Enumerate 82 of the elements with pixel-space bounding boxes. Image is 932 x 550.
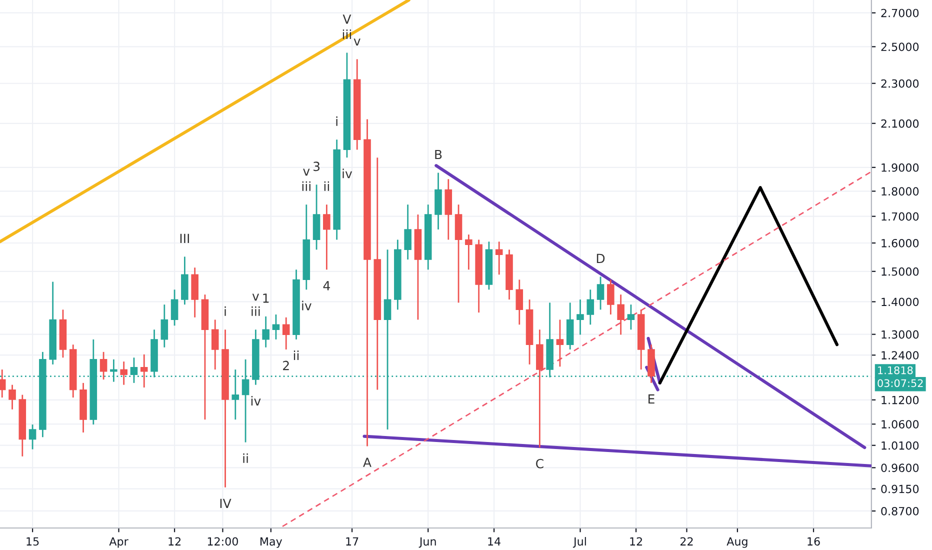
annotation: v [354, 38, 360, 46]
y-tick-label: 2.5000 [881, 42, 919, 52]
y-tick-label: 1.0100 [882, 441, 919, 450]
annotation: III [180, 234, 189, 243]
candlestick [211, 318, 219, 370]
annotation: ii [324, 181, 329, 191]
annotation: ii [294, 350, 299, 360]
annotation: v [252, 294, 260, 301]
candlestick [516, 278, 524, 326]
annotation: i [336, 116, 338, 126]
x-tick-label: 16 [808, 537, 820, 546]
y-tick-label: 1.2400 [882, 351, 919, 360]
y-tick-label: 2.3000 [881, 79, 919, 88]
candlestick [556, 318, 564, 368]
candlestick [170, 288, 178, 326]
y-tick-label: 1.8000 [882, 187, 919, 196]
y-tick-label: 0.9600 [881, 464, 919, 472]
annotation: iv [342, 168, 352, 178]
candlestick [100, 351, 108, 380]
annotation: 3 [314, 162, 320, 172]
y-tick-label: 1.6000 [882, 238, 919, 248]
x-tick-label: Jun [418, 537, 436, 548]
candlestick [130, 356, 138, 384]
annotation: V [342, 14, 352, 24]
candlestick [607, 278, 614, 316]
y-tick-label: 2.1000 [881, 119, 919, 128]
annotation: iii [252, 306, 260, 316]
annotation: D [596, 254, 605, 263]
y-tick-label: 0.8700 [881, 506, 919, 516]
x-tick-label: May [260, 537, 282, 548]
annotation: iv [251, 396, 261, 406]
x-tick-label: 12:00 [208, 537, 238, 546]
candlestick [120, 360, 128, 386]
candlestick [495, 240, 503, 276]
x-tick-label: 15 [26, 537, 39, 546]
y-tick-label: 1.5000 [882, 267, 919, 276]
annotation: ii [243, 453, 248, 463]
candlestick [586, 288, 594, 326]
annotation: IV [220, 498, 232, 508]
candlestick [262, 316, 270, 348]
y-tick-label: 1.9000 [882, 163, 919, 172]
y-tick-label: 1.7000 [882, 212, 919, 221]
candlestick [140, 354, 148, 388]
candlestick [282, 316, 290, 350]
candlestick [323, 204, 330, 270]
x-tick-label: 14 [488, 537, 500, 546]
x-tick-label: 17 [346, 537, 358, 546]
annotation: v [303, 168, 310, 176]
annotation: 4 [323, 281, 330, 290]
candlestick [160, 304, 168, 348]
annotation: i [224, 306, 226, 316]
annotation: A [363, 458, 372, 467]
candlestick [627, 304, 635, 330]
candlestick [617, 294, 624, 336]
annotation: 2 [283, 360, 289, 370]
annotation: B [435, 150, 442, 160]
x-tick-label: Jul [572, 537, 586, 548]
annotation: iii [302, 181, 310, 191]
annotation: iv [302, 300, 312, 310]
candlestick [465, 234, 472, 270]
y-tick-label: 1.0600 [882, 420, 919, 428]
candlestick [596, 276, 604, 310]
annotation: E [648, 394, 654, 404]
x-tick-label: 12 [630, 537, 642, 546]
x-tick-label: Aug [726, 537, 748, 548]
candlestick [272, 314, 280, 340]
x-tick-label: Apr [109, 537, 128, 548]
x-tick-label: 22 [680, 537, 693, 546]
y-tick-label: 1.1200 [882, 396, 919, 404]
annotation: C [536, 458, 544, 468]
y-tick-label: 1.3000 [882, 330, 919, 339]
candlestick [28, 424, 36, 450]
annotation: 1 [263, 294, 269, 303]
text: 03:07:52 [878, 379, 923, 388]
candlestick [576, 298, 584, 336]
y-tick-label: 1.4000 [882, 298, 919, 306]
x-tick-label: 12 [168, 537, 180, 546]
candlestick [8, 384, 16, 410]
ref-line-label: 1.1818 [878, 366, 913, 374]
y-tick-label: 0.9150 [881, 484, 919, 494]
candlestick [404, 204, 412, 260]
y-tick-label: 2.7000 [881, 8, 919, 18]
